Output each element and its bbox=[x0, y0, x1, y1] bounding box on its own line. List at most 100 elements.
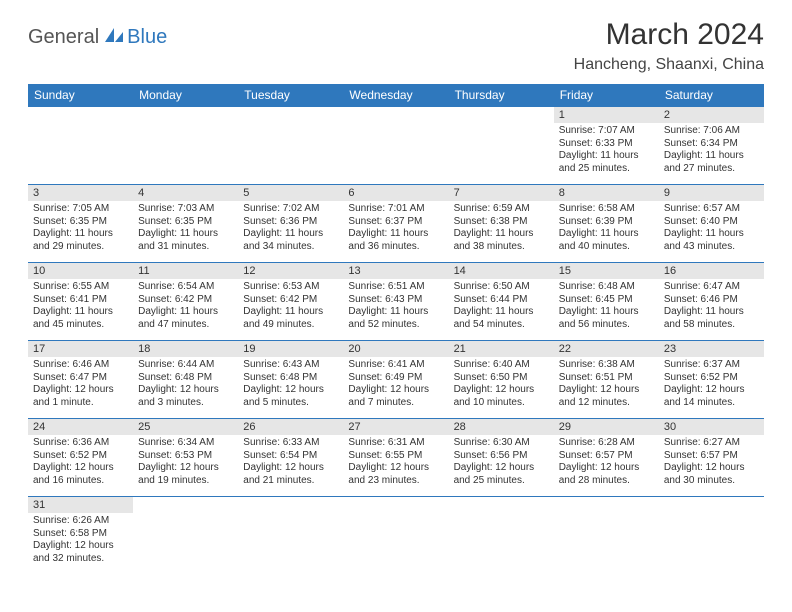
sunset-text: Sunset: 6:35 PM bbox=[33, 216, 128, 229]
day-number: 15 bbox=[554, 263, 659, 279]
calendar-cell: 8Sunrise: 6:58 AMSunset: 6:39 PMDaylight… bbox=[554, 185, 659, 263]
day-number: 17 bbox=[28, 341, 133, 357]
day1-text: Daylight: 12 hours bbox=[243, 384, 338, 397]
day-number: 4 bbox=[133, 185, 238, 201]
calendar-cell: 22Sunrise: 6:38 AMSunset: 6:51 PMDayligh… bbox=[554, 341, 659, 419]
sunrise-text: Sunrise: 6:31 AM bbox=[348, 437, 443, 450]
cell-body: Sunrise: 6:33 AMSunset: 6:54 PMDaylight:… bbox=[238, 435, 343, 489]
cell-body: Sunrise: 7:06 AMSunset: 6:34 PMDaylight:… bbox=[659, 123, 764, 177]
sunset-text: Sunset: 6:44 PM bbox=[454, 294, 549, 307]
sunset-text: Sunset: 6:58 PM bbox=[33, 528, 128, 541]
day1-text: Daylight: 12 hours bbox=[454, 384, 549, 397]
day2-text: and 40 minutes. bbox=[559, 241, 654, 254]
day2-text: and 32 minutes. bbox=[33, 553, 128, 566]
day2-text: and 3 minutes. bbox=[138, 397, 233, 410]
calendar-cell: 30Sunrise: 6:27 AMSunset: 6:57 PMDayligh… bbox=[659, 419, 764, 497]
day-number: 26 bbox=[238, 419, 343, 435]
day2-text: and 29 minutes. bbox=[33, 241, 128, 254]
cell-body: Sunrise: 6:43 AMSunset: 6:48 PMDaylight:… bbox=[238, 357, 343, 411]
day2-text: and 58 minutes. bbox=[664, 319, 759, 332]
day2-text: and 54 minutes. bbox=[454, 319, 549, 332]
day1-text: Daylight: 12 hours bbox=[33, 462, 128, 475]
day1-text: Daylight: 12 hours bbox=[33, 540, 128, 553]
sunset-text: Sunset: 6:36 PM bbox=[243, 216, 338, 229]
calendar-cell: 12Sunrise: 6:53 AMSunset: 6:42 PMDayligh… bbox=[238, 263, 343, 341]
day-number: 23 bbox=[659, 341, 764, 357]
sunset-text: Sunset: 6:51 PM bbox=[559, 372, 654, 385]
sunset-text: Sunset: 6:45 PM bbox=[559, 294, 654, 307]
sunrise-text: Sunrise: 7:06 AM bbox=[664, 125, 759, 138]
day-number: 9 bbox=[659, 185, 764, 201]
sunset-text: Sunset: 6:56 PM bbox=[454, 450, 549, 463]
day1-text: Daylight: 11 hours bbox=[454, 306, 549, 319]
calendar-cell: 20Sunrise: 6:41 AMSunset: 6:49 PMDayligh… bbox=[343, 341, 448, 419]
day-number: 2 bbox=[659, 107, 764, 123]
sunrise-text: Sunrise: 6:34 AM bbox=[138, 437, 233, 450]
sunrise-text: Sunrise: 6:57 AM bbox=[664, 203, 759, 216]
cell-body: Sunrise: 6:38 AMSunset: 6:51 PMDaylight:… bbox=[554, 357, 659, 411]
sunrise-text: Sunrise: 7:07 AM bbox=[559, 125, 654, 138]
calendar-cell: 18Sunrise: 6:44 AMSunset: 6:48 PMDayligh… bbox=[133, 341, 238, 419]
sunset-text: Sunset: 6:33 PM bbox=[559, 138, 654, 151]
sunset-text: Sunset: 6:35 PM bbox=[138, 216, 233, 229]
day2-text: and 36 minutes. bbox=[348, 241, 443, 254]
sunset-text: Sunset: 6:37 PM bbox=[348, 216, 443, 229]
calendar-cell: 27Sunrise: 6:31 AMSunset: 6:55 PMDayligh… bbox=[343, 419, 448, 497]
day2-text: and 25 minutes. bbox=[454, 475, 549, 488]
logo: General Blue bbox=[28, 26, 167, 49]
day-number: 21 bbox=[449, 341, 554, 357]
day-number: 18 bbox=[133, 341, 238, 357]
calendar-cell bbox=[343, 497, 448, 575]
sunset-text: Sunset: 6:50 PM bbox=[454, 372, 549, 385]
calendar-cell: 28Sunrise: 6:30 AMSunset: 6:56 PMDayligh… bbox=[449, 419, 554, 497]
calendar-cell bbox=[449, 497, 554, 575]
sunset-text: Sunset: 6:40 PM bbox=[664, 216, 759, 229]
day2-text: and 7 minutes. bbox=[348, 397, 443, 410]
cell-body: Sunrise: 6:50 AMSunset: 6:44 PMDaylight:… bbox=[449, 279, 554, 333]
calendar-cell: 7Sunrise: 6:59 AMSunset: 6:38 PMDaylight… bbox=[449, 185, 554, 263]
day1-text: Daylight: 12 hours bbox=[348, 462, 443, 475]
calendar-cell: 4Sunrise: 7:03 AMSunset: 6:35 PMDaylight… bbox=[133, 185, 238, 263]
day1-text: Daylight: 11 hours bbox=[348, 306, 443, 319]
day-number: 27 bbox=[343, 419, 448, 435]
cell-body: Sunrise: 6:28 AMSunset: 6:57 PMDaylight:… bbox=[554, 435, 659, 489]
sunrise-text: Sunrise: 6:51 AM bbox=[348, 281, 443, 294]
day-number: 5 bbox=[238, 185, 343, 201]
calendar-row: 17Sunrise: 6:46 AMSunset: 6:47 PMDayligh… bbox=[28, 341, 764, 419]
calendar-row: 31Sunrise: 6:26 AMSunset: 6:58 PMDayligh… bbox=[28, 497, 764, 575]
day1-text: Daylight: 12 hours bbox=[454, 462, 549, 475]
title-block: March 2024 Hancheng, Shaanxi, China bbox=[574, 18, 764, 74]
cell-body: Sunrise: 6:27 AMSunset: 6:57 PMDaylight:… bbox=[659, 435, 764, 489]
calendar-cell: 9Sunrise: 6:57 AMSunset: 6:40 PMDaylight… bbox=[659, 185, 764, 263]
cell-body: Sunrise: 6:36 AMSunset: 6:52 PMDaylight:… bbox=[28, 435, 133, 489]
day1-text: Daylight: 12 hours bbox=[138, 462, 233, 475]
day2-text: and 27 minutes. bbox=[664, 163, 759, 176]
calendar-cell: 16Sunrise: 6:47 AMSunset: 6:46 PMDayligh… bbox=[659, 263, 764, 341]
calendar-cell: 6Sunrise: 7:01 AMSunset: 6:37 PMDaylight… bbox=[343, 185, 448, 263]
sunrise-text: Sunrise: 6:43 AM bbox=[243, 359, 338, 372]
day-number: 29 bbox=[554, 419, 659, 435]
day-header: Sunday bbox=[28, 84, 133, 107]
sunrise-text: Sunrise: 6:38 AM bbox=[559, 359, 654, 372]
sunrise-text: Sunrise: 6:33 AM bbox=[243, 437, 338, 450]
sunrise-text: Sunrise: 6:53 AM bbox=[243, 281, 338, 294]
calendar-cell: 3Sunrise: 7:05 AMSunset: 6:35 PMDaylight… bbox=[28, 185, 133, 263]
day-number: 24 bbox=[28, 419, 133, 435]
calendar-cell: 1Sunrise: 7:07 AMSunset: 6:33 PMDaylight… bbox=[554, 107, 659, 185]
sunrise-text: Sunrise: 6:55 AM bbox=[33, 281, 128, 294]
sunrise-text: Sunrise: 6:50 AM bbox=[454, 281, 549, 294]
cell-body: Sunrise: 6:26 AMSunset: 6:58 PMDaylight:… bbox=[28, 513, 133, 567]
calendar-cell bbox=[449, 107, 554, 185]
day-number: 10 bbox=[28, 263, 133, 279]
sunrise-text: Sunrise: 7:05 AM bbox=[33, 203, 128, 216]
calendar-cell bbox=[238, 107, 343, 185]
sunset-text: Sunset: 6:53 PM bbox=[138, 450, 233, 463]
day2-text: and 25 minutes. bbox=[559, 163, 654, 176]
day1-text: Daylight: 11 hours bbox=[243, 228, 338, 241]
sunset-text: Sunset: 6:49 PM bbox=[348, 372, 443, 385]
day-number: 13 bbox=[343, 263, 448, 279]
calendar-cell bbox=[554, 497, 659, 575]
sunset-text: Sunset: 6:38 PM bbox=[454, 216, 549, 229]
day-header: Friday bbox=[554, 84, 659, 107]
day-header: Wednesday bbox=[343, 84, 448, 107]
